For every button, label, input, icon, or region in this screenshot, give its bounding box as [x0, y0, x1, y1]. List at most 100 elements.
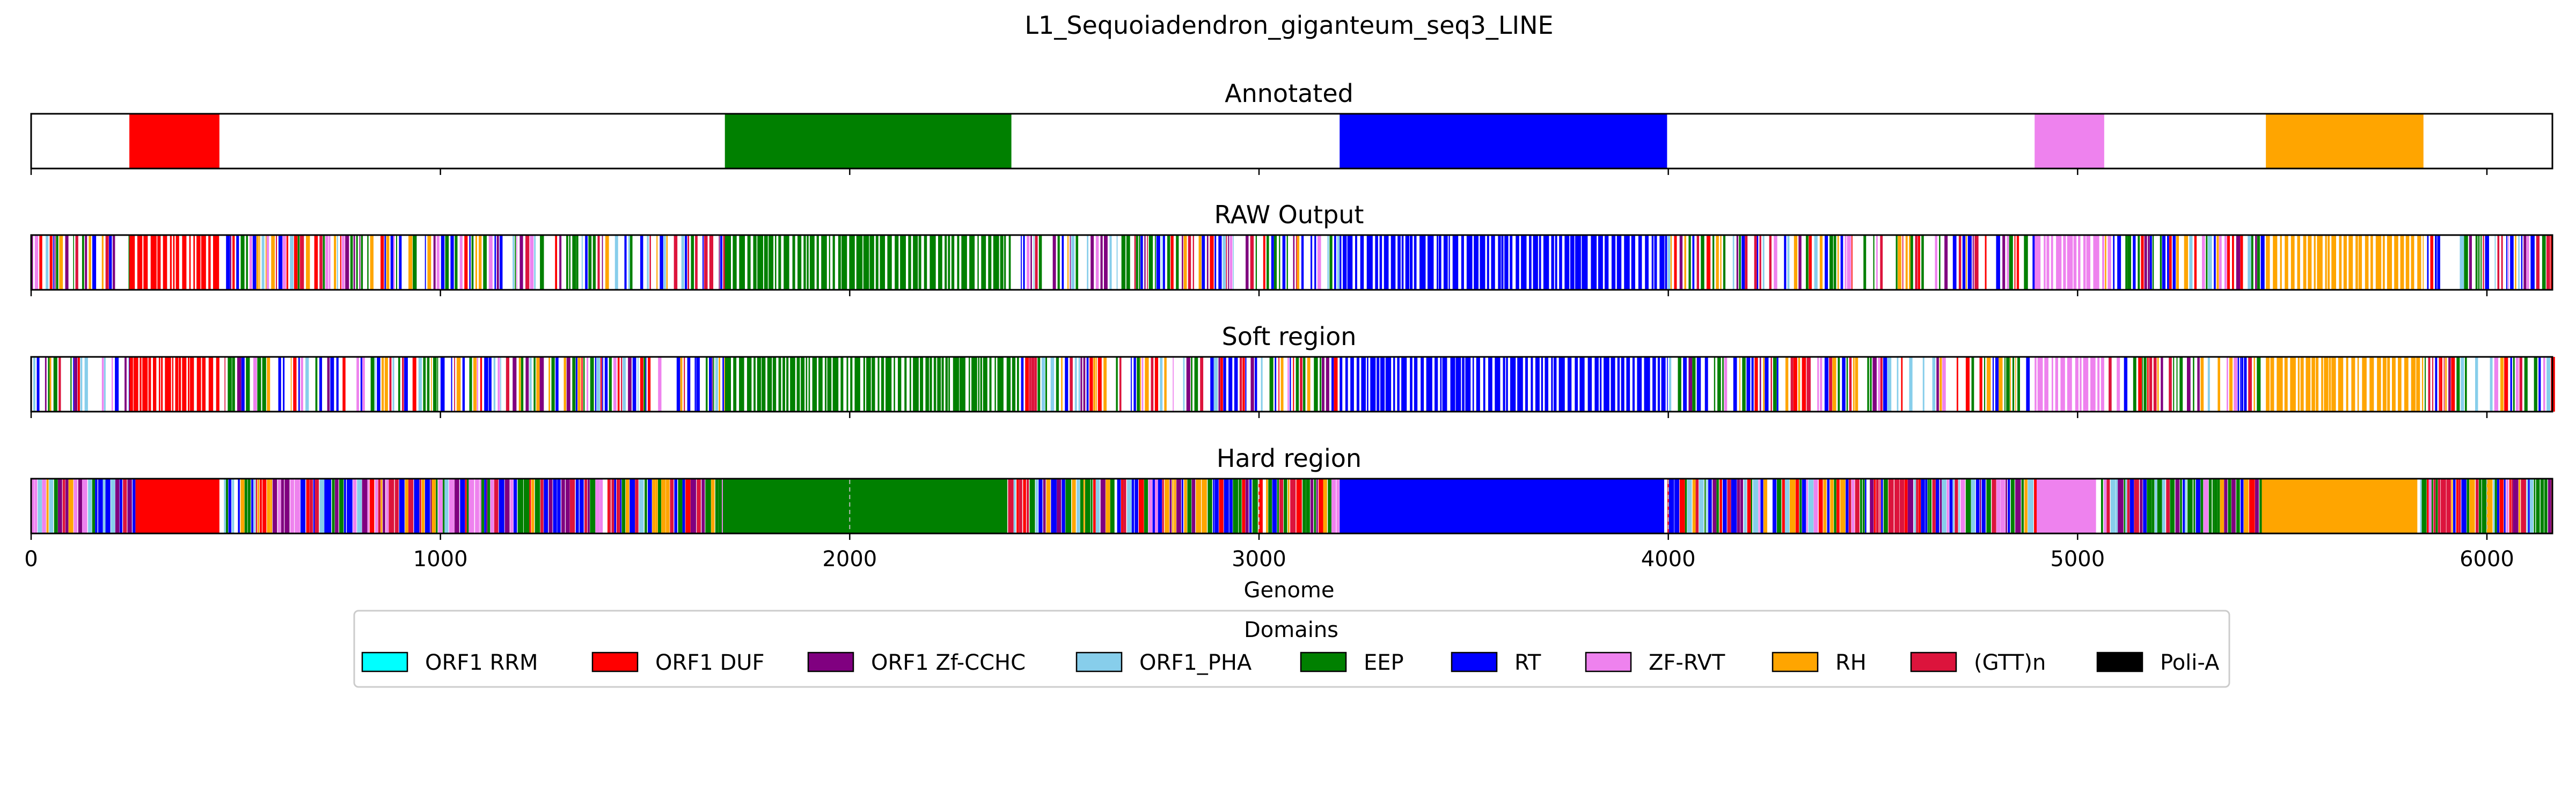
noise-stripe [518, 357, 521, 412]
noise-stripe [715, 479, 719, 533]
noise-stripe [486, 479, 488, 533]
noise-stripe [1669, 479, 1674, 533]
noise-stripe [2236, 479, 2240, 533]
noise-stripe [2149, 357, 2153, 412]
noise-stripe [1116, 357, 1118, 412]
noise-stripe [1306, 479, 1310, 533]
domain-stripe [764, 235, 768, 290]
noise-stripe [697, 479, 701, 533]
noise-stripe [423, 357, 426, 412]
noise-stripe [1684, 235, 1686, 290]
noise-stripe [694, 357, 696, 412]
noise-stripe [1191, 357, 1192, 412]
noise-stripe [2170, 479, 2175, 533]
noise-stripe [1741, 235, 1745, 290]
noise-stripe [2511, 479, 2513, 533]
noise-stripe [1685, 479, 1687, 533]
noise-stripe [2479, 479, 2482, 533]
noise-stripe [1739, 235, 1741, 290]
noise-stripe [306, 235, 310, 290]
noise-stripe [1290, 357, 1291, 412]
noise-stripe [240, 235, 245, 290]
noise-stripe [2497, 479, 2500, 533]
domain-stripe [1401, 357, 1407, 412]
noise-stripe [386, 235, 390, 290]
domain-stripe [2329, 357, 2331, 412]
noise-stripe [704, 235, 708, 290]
noise-stripe [2180, 479, 2182, 533]
noise-stripe [1899, 479, 1905, 533]
noise-stripe [2152, 235, 2154, 290]
noise-stripe [80, 357, 83, 412]
domain-stripe [784, 235, 789, 290]
domain-stripe [978, 357, 980, 412]
noise-stripe [475, 235, 477, 290]
noise-stripe [2016, 235, 2019, 290]
noise-stripe [1229, 479, 1233, 533]
noise-stripe [1940, 479, 1942, 533]
domain-stripe [957, 235, 960, 290]
noise-stripe [257, 357, 261, 412]
noise-stripe [2206, 235, 2208, 290]
noise-stripe [1805, 235, 1809, 290]
track-title: Annotated [1225, 79, 1353, 108]
domain-stripe [1661, 357, 1666, 412]
noise-stripe [1925, 479, 1928, 533]
noise-stripe [469, 479, 474, 533]
noise-stripe [2185, 479, 2187, 533]
figure-title: L1_Sequoiadendron_giganteum_seq3_LINE [1024, 11, 1553, 40]
domain-stripe [2324, 357, 2329, 412]
noise-stripe [1314, 357, 1318, 412]
domain-stripe [1652, 357, 1656, 412]
noise-stripe [1013, 479, 1016, 533]
noise-stripe [1327, 235, 1329, 290]
noise-stripe [436, 479, 438, 533]
noise-stripe [2420, 479, 2422, 533]
domain-stripe [1558, 357, 1565, 412]
noise-stripe [2451, 357, 2455, 412]
legend-label: (GTT)n [1974, 650, 2046, 675]
noise-stripe [548, 357, 551, 412]
noise-stripe [1052, 235, 1056, 290]
noise-stripe [1956, 357, 1958, 412]
domain-stripe [1541, 357, 1543, 412]
domain-stripe [2270, 357, 2274, 412]
noise-stripe [513, 235, 515, 290]
track-1: RAW Output [30, 200, 2553, 296]
noise-stripe [1984, 357, 1986, 412]
noise-stripe [1966, 235, 1967, 290]
noise-stripe [2456, 357, 2460, 412]
noise-stripe [1872, 357, 1877, 412]
domain-stripe [182, 235, 187, 290]
noise-stripe [2141, 235, 2144, 290]
noise-stripe [82, 235, 84, 290]
noise-stripe [531, 479, 535, 533]
domain-stripe [1393, 357, 1395, 412]
domain-stripe [1340, 235, 1342, 290]
noise-stripe [1151, 357, 1154, 412]
noise-stripe [481, 479, 484, 533]
x-tick-label: 4000 [1641, 547, 1696, 572]
noise-stripe [648, 479, 652, 533]
noise-stripe [639, 479, 644, 533]
noise-stripe [2524, 357, 2528, 412]
track-frame [30, 356, 2553, 413]
noise-stripe [1960, 479, 1965, 533]
noise-stripe [535, 479, 540, 533]
noise-stripe [1126, 235, 1130, 290]
noise-stripe [712, 357, 713, 412]
domain-stripe [2338, 357, 2344, 412]
noise-stripe [301, 357, 303, 412]
domain-stripe [762, 357, 766, 412]
noise-stripe [1732, 235, 1735, 290]
noise-stripe [1223, 357, 1226, 412]
noise-stripe [1080, 479, 1084, 533]
noise-stripe [617, 357, 620, 412]
noise-stripe [1131, 479, 1135, 533]
noise-stripe [588, 235, 592, 290]
domain-stripe [2300, 357, 2304, 412]
noise-stripe [1287, 479, 1290, 533]
noise-stripe [2196, 479, 2200, 533]
noise-stripe [1161, 235, 1163, 290]
domain-stripe [1421, 357, 1424, 412]
